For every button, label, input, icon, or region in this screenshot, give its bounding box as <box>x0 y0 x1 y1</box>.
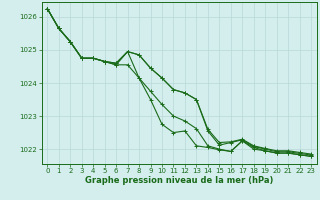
X-axis label: Graphe pression niveau de la mer (hPa): Graphe pression niveau de la mer (hPa) <box>85 176 273 185</box>
